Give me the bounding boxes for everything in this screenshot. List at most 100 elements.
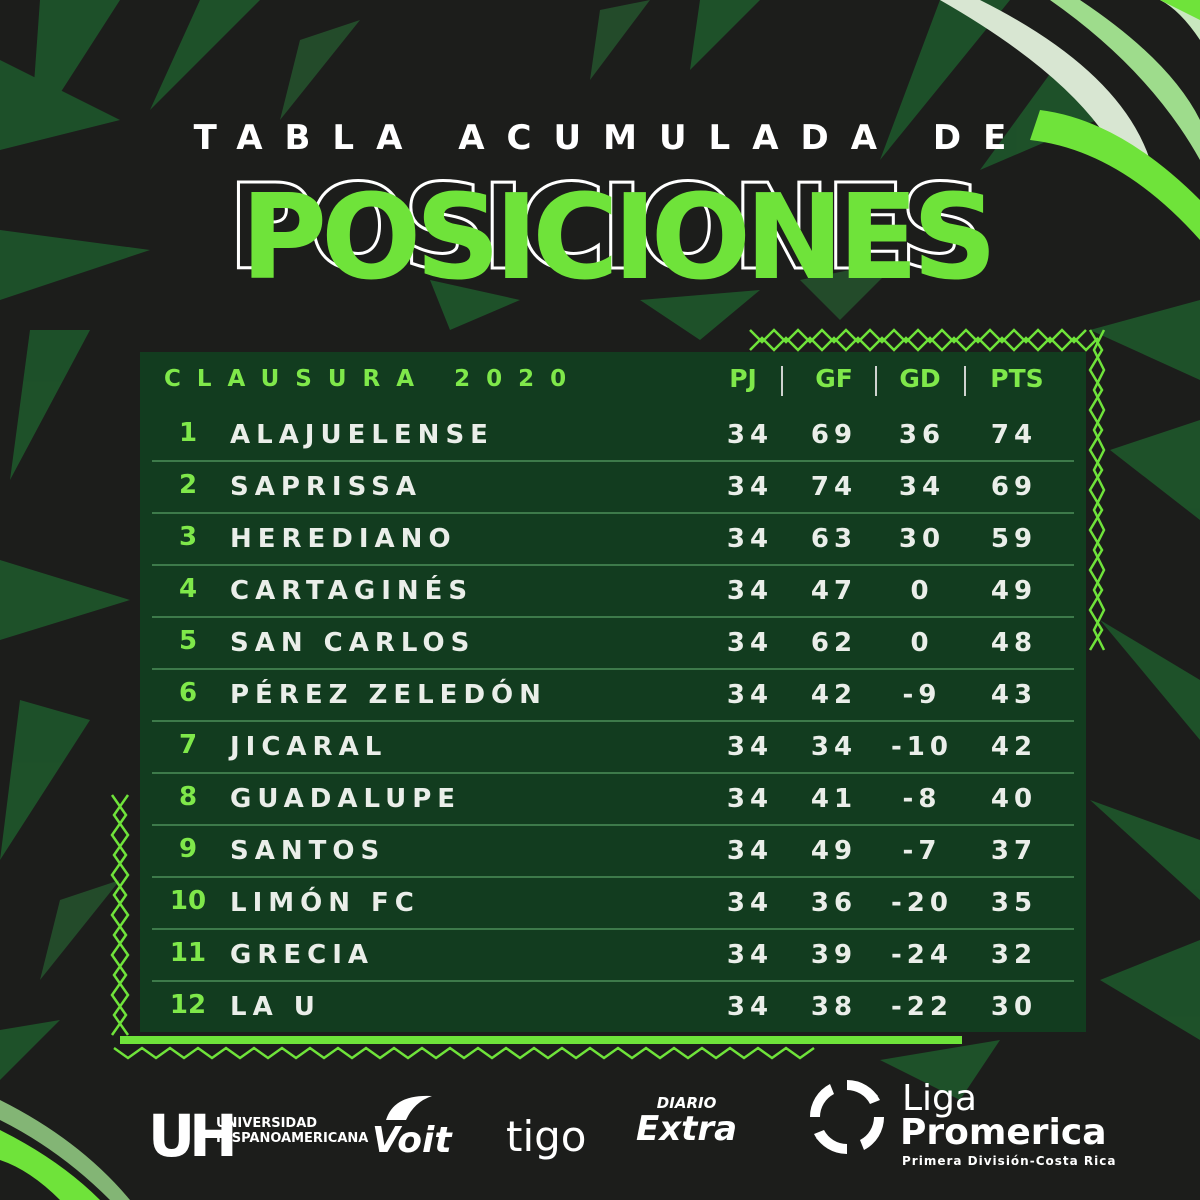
diario-bottom: Extra [636, 1109, 738, 1149]
row-position: 11 [169, 938, 207, 968]
table-row: 9 SANTOS 34 49 -7 37 [140, 826, 1086, 878]
row-pts: 43 [990, 680, 1038, 710]
row-divider [152, 824, 1074, 826]
panel-underline [120, 1036, 962, 1044]
row-pts: 48 [990, 628, 1038, 658]
row-gd: -20 [891, 888, 953, 918]
row-pts: 32 [990, 940, 1038, 970]
row-pts: 69 [990, 472, 1038, 502]
row-gd: -7 [902, 836, 942, 866]
col-head-gd: GD [899, 364, 941, 393]
row-gf: 47 [810, 576, 858, 606]
table-row: 8 GUADALUPE 34 41 -8 40 [140, 774, 1086, 826]
row-gd: -24 [891, 940, 953, 970]
row-pj: 34 [726, 628, 774, 658]
row-gd: 34 [898, 472, 946, 502]
row-team: PÉREZ ZELEDÓN [230, 680, 547, 710]
row-gf: 42 [810, 680, 858, 710]
row-divider [152, 668, 1074, 670]
row-position: 1 [178, 418, 198, 448]
svg-text:POSICIONES: POSICIONES [228, 160, 979, 296]
row-gf: 41 [810, 784, 858, 814]
row-position: 7 [178, 730, 198, 760]
table-row: 12 LA U 34 38 -22 30 [140, 982, 1086, 1034]
row-gd: 36 [898, 420, 946, 450]
row-gd: -22 [891, 992, 953, 1022]
row-gd: -8 [902, 784, 942, 814]
row-gd: 30 [898, 524, 946, 554]
uh-line-1: UNIVERSIDAD [216, 1116, 318, 1131]
row-pj: 34 [726, 576, 774, 606]
uh-logo-text: UNIVERSIDAD HISPANOAMERICANA [216, 1116, 368, 1146]
row-gf: 39 [810, 940, 858, 970]
row-team: SAN CARLOS [230, 628, 476, 658]
col-head-pts: PTS [990, 364, 1044, 393]
row-pj: 34 [726, 472, 774, 502]
tigo-logo: tigo [506, 1112, 587, 1161]
row-position: 10 [169, 886, 207, 916]
voit-leaf-icon [386, 1095, 432, 1120]
row-gf: 63 [810, 524, 858, 554]
row-gf: 38 [810, 992, 858, 1022]
row-pj: 34 [726, 680, 774, 710]
row-gf: 36 [810, 888, 858, 918]
row-team: JICARAL [230, 732, 388, 762]
column-divider [875, 366, 877, 396]
row-gf: 49 [810, 836, 858, 866]
row-position: 6 [178, 678, 198, 708]
row-pts: 59 [990, 524, 1038, 554]
header-title: POSICIONES POSICIONES [226, 160, 997, 300]
header-subtitle: TABLA ACUMULADA DE [193, 118, 1029, 158]
table-row: 1 ALAJUELENSE 34 69 36 74 [140, 410, 1086, 462]
row-gf: 74 [810, 472, 858, 502]
season-label: CLAUSURA 2020 [164, 366, 583, 392]
row-gd: -9 [902, 680, 942, 710]
liga-ring-icon [809, 1079, 885, 1155]
liga-logo-line1: Liga [902, 1078, 977, 1119]
row-gf: 62 [810, 628, 858, 658]
row-team: SAPRISSA [230, 472, 423, 502]
uh-logo-mark: UH [148, 1102, 238, 1170]
row-team: LA U [230, 992, 321, 1022]
row-divider [152, 876, 1074, 878]
diario-extra-logo: DIARIO Extra [636, 1094, 737, 1146]
table-row: 10 LIMÓN FC 34 36 -20 35 [140, 878, 1086, 930]
row-pts: 42 [990, 732, 1038, 762]
table-header: CLAUSURA 2020 PJ GF GD PTS [140, 352, 1086, 410]
row-position: 9 [178, 834, 198, 864]
row-divider [152, 720, 1074, 722]
row-team: HEREDIANO [230, 524, 457, 554]
row-position: 2 [178, 470, 198, 500]
liga-logo-line3: Primera División-Costa Rica [902, 1154, 1117, 1168]
row-pj: 34 [726, 420, 774, 450]
uh-line-2: HISPANOAMERICANA [216, 1131, 369, 1146]
col-head-pj: PJ [729, 364, 757, 393]
col-head-gf: GF [815, 364, 853, 393]
table-row: 5 SAN CARLOS 34 62 0 48 [140, 618, 1086, 670]
row-pj: 34 [726, 784, 774, 814]
table-row: 6 PÉREZ ZELEDÓN 34 42 -9 43 [140, 670, 1086, 722]
row-pts: 49 [990, 576, 1038, 606]
diario-top: DIARIO [656, 1094, 717, 1112]
row-divider [152, 928, 1074, 930]
column-divider [781, 366, 783, 396]
row-pj: 34 [726, 732, 774, 762]
row-team: LIMÓN FC [230, 888, 420, 918]
row-position: 4 [178, 574, 198, 604]
row-team: GRECIA [230, 940, 374, 970]
column-divider [964, 366, 966, 396]
row-pj: 34 [726, 836, 774, 866]
row-position: 8 [178, 782, 198, 812]
row-divider [152, 564, 1074, 566]
row-pj: 34 [726, 940, 774, 970]
row-team: SANTOS [230, 836, 386, 866]
row-gd: -10 [891, 732, 953, 762]
row-team: GUADALUPE [230, 784, 462, 814]
row-divider [152, 616, 1074, 618]
table-row: 4 CARTAGINÉS 34 47 0 49 [140, 566, 1086, 618]
row-team: ALAJUELENSE [230, 420, 494, 450]
standings-table: CLAUSURA 2020 PJ GF GD PTS 1 ALAJUELENSE 3… [140, 352, 1086, 1032]
table-row: 11 GRECIA 34 39 -24 32 [140, 930, 1086, 982]
row-pj: 34 [726, 888, 774, 918]
row-pj: 34 [726, 524, 774, 554]
